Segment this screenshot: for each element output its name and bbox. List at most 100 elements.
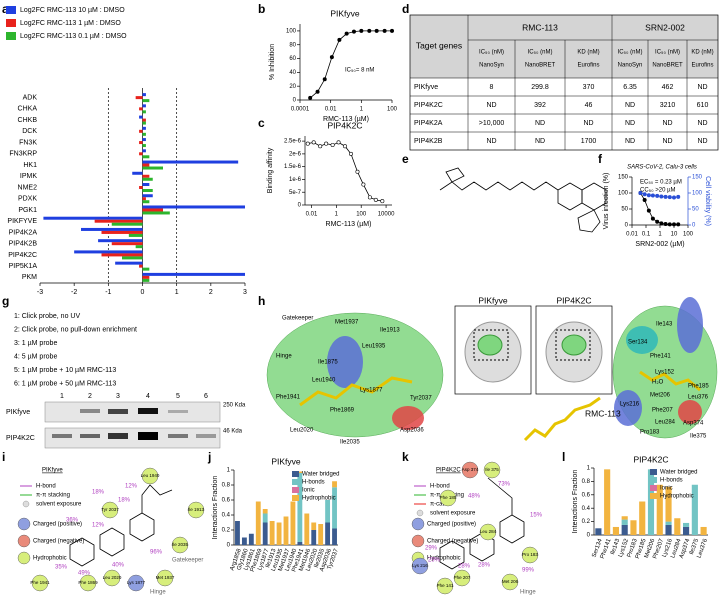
data-point <box>305 141 310 146</box>
x-tick-label: 3 <box>243 289 247 296</box>
bar-segment <box>656 484 663 535</box>
occupancy-label: 15% <box>530 513 543 519</box>
gel-legend: 1: Click probe, no UV <box>14 313 80 320</box>
bar <box>142 174 150 178</box>
residue-label: Leu284 <box>655 420 676 426</box>
table-subheader: NanoSyn <box>618 63 643 69</box>
data-point <box>655 193 660 198</box>
panel-label: h <box>258 294 265 308</box>
structure-ring <box>577 209 601 233</box>
diagram-title: PIKfyve <box>42 468 63 474</box>
inset-title: PIKfyve <box>478 295 508 305</box>
ring <box>129 512 155 542</box>
y-tick-label: 0 <box>298 203 302 209</box>
bar <box>115 261 143 265</box>
y-axis-label: % Inhibition <box>269 44 276 80</box>
table-subheader: IC₅₀ (nM) <box>528 50 553 56</box>
bar-segment <box>311 530 317 545</box>
data-point <box>359 28 364 33</box>
lane-label: 5 <box>176 393 180 400</box>
diagram-title: PIP4K2C <box>436 468 461 474</box>
legend-swatch <box>292 479 299 485</box>
y-tick-label: 2.5e-6 <box>284 139 302 145</box>
data-point <box>650 216 655 221</box>
gel-legend: 6: 1 µM probe + 50 µM RMC-113 <box>14 380 116 387</box>
residue-label: Lys152 <box>655 370 675 376</box>
panel-label: g <box>2 294 9 308</box>
table-subheader: Eurofins <box>577 63 599 69</box>
table-cell: 1700 <box>581 138 597 145</box>
y-tick-label: PIP5K1A <box>9 263 38 270</box>
positive-patch <box>327 336 363 388</box>
y-tick-label: FN3KRP <box>9 151 37 158</box>
panel-label: e <box>402 152 409 166</box>
residue-node <box>171 536 189 554</box>
bar-segment <box>325 522 331 545</box>
residue-label: Leu 284 <box>480 529 497 534</box>
bar-segment <box>621 519 628 525</box>
data-point <box>663 194 668 199</box>
legend-label: π-cation <box>430 502 452 508</box>
data-point <box>642 198 647 203</box>
annotation: IC₅₀= 8 nM <box>345 68 374 74</box>
residue-label: Leu1940 <box>312 378 336 384</box>
y-tick-label: CHKB <box>18 117 38 124</box>
bar-segment <box>332 487 337 529</box>
legend-swatch <box>292 471 299 477</box>
residue-label: Phe185 <box>688 384 709 390</box>
chart-title: PIP4K2C <box>328 120 363 130</box>
chart-title: PIKfyve <box>271 456 301 466</box>
table-cell: ND <box>535 120 545 127</box>
table-header: SRN2-002 <box>645 22 685 32</box>
gel-band <box>108 433 128 439</box>
residue-label: Phe 185 <box>440 495 457 500</box>
legend-label: Hydrophobic <box>660 494 694 500</box>
residue-node <box>501 573 519 591</box>
gel-band <box>196 434 216 438</box>
y-tick-label: PIP4K2C <box>8 252 37 259</box>
data-point <box>355 169 360 174</box>
table-subheader: IC₅₀ (nM) <box>655 50 680 56</box>
data-point <box>329 55 334 60</box>
ring <box>69 537 95 567</box>
residue-label: Ile 1913 <box>188 507 205 512</box>
inset-title: PIP4K2C <box>557 295 592 305</box>
table-cell: 299.8 <box>531 84 549 91</box>
bar-segment <box>630 520 637 535</box>
lane-label: 2 <box>88 393 92 400</box>
data-point <box>344 31 349 36</box>
bar-segment <box>290 501 296 545</box>
occupancy-label: 29% <box>428 558 441 564</box>
y2-tick-label: 100 <box>692 191 703 197</box>
note: Hinge <box>150 590 166 595</box>
residue-label: Leu376 <box>688 395 709 401</box>
bar-segment <box>612 526 619 535</box>
bar-segment <box>269 521 275 545</box>
panel-label: j <box>207 450 211 464</box>
residue-label: Leu2020 <box>290 428 314 434</box>
table-header-bg <box>410 15 718 78</box>
legend-label: Ionic <box>660 486 673 492</box>
bar <box>142 163 150 167</box>
residue-node <box>479 523 497 541</box>
residue-label: Met206 <box>650 393 671 399</box>
negative-patch <box>392 406 424 430</box>
occupancy-label: 28% <box>478 563 491 569</box>
structure-ring <box>557 182 583 211</box>
key-label: Charged (positive) <box>33 522 82 528</box>
bar-segment <box>241 537 247 545</box>
bar-segment <box>691 484 698 535</box>
series-line <box>640 192 679 225</box>
panel-label: a <box>2 2 9 16</box>
y-tick-label: 100 <box>286 28 297 34</box>
bar <box>142 272 245 276</box>
y-tick-label: 1 <box>227 468 231 474</box>
y-tick-label: ADK <box>23 94 38 101</box>
bar-segment <box>647 469 655 535</box>
y-tick-label: HK1 <box>23 162 37 169</box>
legend-label: Log2FC RMC-113 1 µM : DMSO <box>20 20 121 27</box>
gel-band <box>80 409 100 413</box>
data-point <box>311 140 316 145</box>
residue-label: Phe1869 <box>330 408 355 414</box>
data-point <box>373 197 378 202</box>
